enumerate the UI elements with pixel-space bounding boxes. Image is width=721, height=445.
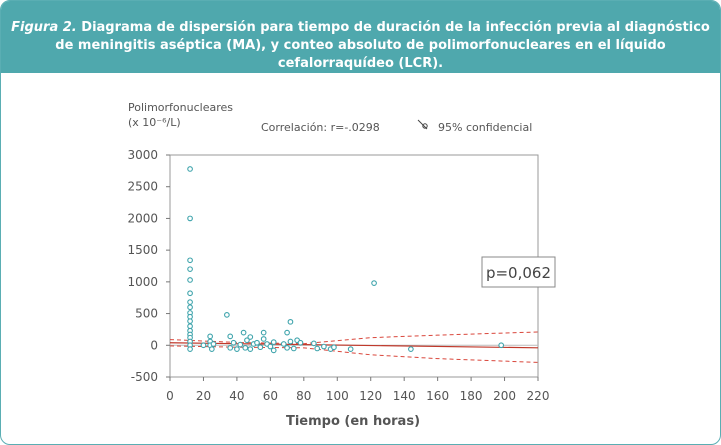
x-axis-title: Tiempo (en horas) [286,414,420,429]
data-point [187,215,193,222]
data-point [210,341,217,347]
data-point [270,339,277,345]
data-point [260,329,267,336]
y-tick-label: 0 [150,338,158,352]
data-point [240,329,247,336]
data-point [187,346,193,352]
y-tick-label: 500 [135,307,158,321]
data-point [270,347,277,354]
data-point [347,346,354,352]
data-point [187,318,193,325]
data-point [371,280,377,286]
x-tick-label: 160 [426,389,449,403]
plot-area: 3000 2500 2000 1500 1000 500 0 -500 0 20 40 60 80 100… [127,148,549,403]
data-point [287,318,294,325]
y-tick-label: 1500 [127,243,158,257]
x-tick-label: 40 [229,389,244,403]
legend: 95% confidencial [417,119,532,134]
x-tick-label: 100 [326,389,349,403]
data-point [224,311,230,318]
figure-caption: Figura 2. Diagrama de dispersión para ti… [1,1,720,73]
x-tick-label: 140 [393,389,416,403]
data-point [227,344,234,351]
y-tick-label: 1000 [127,275,158,289]
data-point [208,346,215,352]
x-tick-label: 80 [296,389,311,403]
data-point [260,336,267,342]
data-point [284,344,290,351]
data-point [297,339,304,346]
caption-line1: Diagrama de dispersión para tiempo de du… [81,20,710,35]
data-point [187,257,193,264]
x-tick-label: 120 [359,389,382,403]
data-point [254,339,260,346]
y-tick-label: 2000 [127,211,158,225]
data-point [234,346,240,352]
scatter-chart: Polimorfonucleares (x 10⁻⁶/L) Correlació… [127,101,556,429]
x-tick-label: 20 [196,389,211,403]
legend-label: 95% confidencial [438,121,532,134]
y-tick-label: -500 [131,370,158,384]
p-value-box: p=0,062 [481,256,556,288]
data-point [244,337,250,344]
data-point [287,338,294,345]
x-tick-label: 200 [493,389,516,403]
caption-line2: de meningitis aséptica (MA), y conteo ab… [55,38,666,71]
legend-line-icon [417,119,428,130]
data-point [290,345,297,352]
x-tick-label: 60 [263,389,278,403]
data-point [331,344,337,351]
data-point [187,166,193,172]
legend-point-icon [422,123,428,129]
caption-label: Figura 2. [11,20,77,35]
data-point [242,344,249,351]
x-tick-label: 180 [460,389,483,403]
data-point [187,290,193,297]
ci-lower-line [169,345,539,363]
data-point [321,343,327,350]
data-point [187,277,193,283]
y-tick-label: 2500 [127,180,158,194]
data-point [230,339,237,346]
data-point [247,334,254,340]
data-point [247,346,254,352]
data-point [227,333,234,340]
data-point [267,343,274,350]
data-point [187,299,193,306]
correlation-text: Correlación: r=-.0298 [261,121,380,134]
data-point [280,341,287,347]
y-tick-label: 3000 [127,148,158,162]
y-axis-label-line1: Polimorfonucleares [128,101,233,114]
data-point [314,345,321,352]
data-point [257,344,264,351]
x-tick-label: 220 [527,389,550,403]
data-point [187,304,193,311]
data-point [200,342,207,349]
data-point [311,340,317,347]
x-tick-label: 0 [166,389,174,403]
y-axis-label-line2: (x 10⁻⁶/L) [128,116,181,129]
data-point [498,342,505,349]
data-point [408,346,414,352]
p-value-frame [481,256,556,288]
data-point [187,266,193,273]
data-point [284,329,290,336]
data-point [237,341,244,348]
p-value-text: p=0,062 [486,264,551,282]
data-point [207,333,213,340]
ci-upper-line [169,331,539,345]
